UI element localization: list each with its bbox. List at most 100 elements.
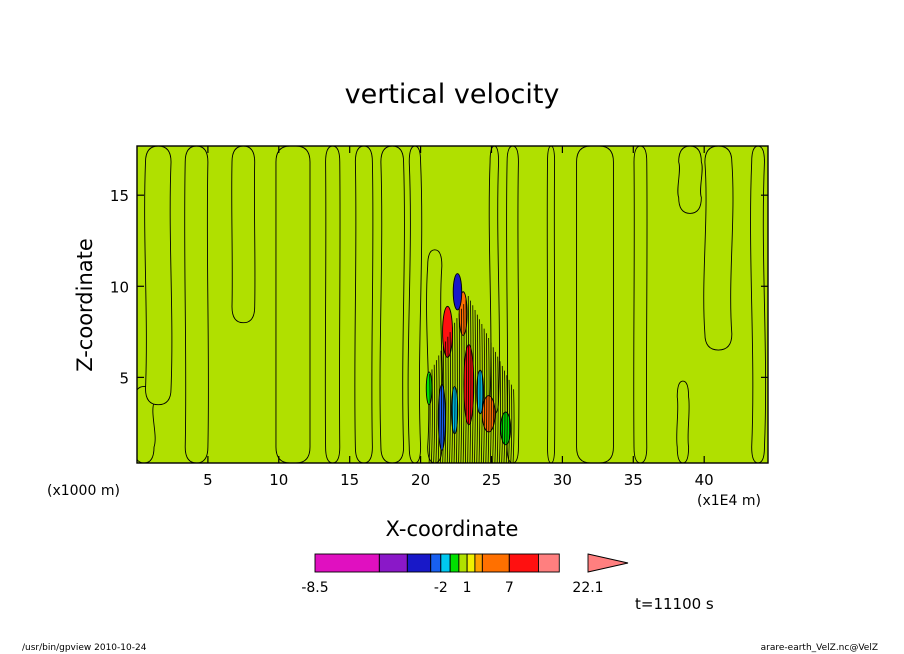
footer-right: arare-earth_VelZ.nc@VelZ [761,643,878,653]
core-contour [465,299,467,463]
storm-cell [442,305,453,358]
x-axis-label: X-coordinate [386,517,519,541]
time-label: t=11100 s [635,595,714,613]
positive-band [144,146,173,406]
positive-band [506,146,520,463]
positive-band [184,146,209,463]
colorbar-labels: -8.5 -2 1 7 22.1 [301,580,603,596]
colorbar-label: 7 [505,580,514,596]
core-contour [508,379,510,463]
x-tick-label: 30 [553,471,572,489]
core-contour [494,351,497,463]
positive-band [546,146,556,463]
positive-band [576,146,614,463]
colorbar-swatch [430,553,442,573]
positive-band [354,146,374,463]
x-tick-label: 40 [695,471,714,489]
core-contour [460,308,463,463]
positive-band [677,146,703,214]
core-contour [471,305,474,463]
x-tick-label: 10 [269,471,288,489]
x-tick-multiplier: (x1E4 m) [697,493,761,509]
core-contour [485,333,488,463]
x-tick-label: 20 [411,471,430,489]
core-contour [437,355,440,463]
y-axis-ticks: 5 10 15 [110,187,768,387]
x-unit-label: (x1000 m) [47,483,120,499]
core-contour [489,342,492,463]
colorbar-swatch [314,553,380,573]
colorbar-label: -2 [434,580,448,596]
x-tick-label: 5 [203,471,213,489]
positive-band [379,146,405,463]
core-contour [453,322,456,463]
colorbar-swatch [466,553,476,573]
x-tick-label: 25 [482,471,501,489]
core-contour [476,314,479,463]
colorbar-swatch [378,553,408,573]
core-contour [510,384,513,463]
velocity-field [137,146,768,463]
core-contour [458,313,461,463]
core-contour [428,374,431,463]
core-contour [503,370,506,463]
positive-band [633,146,648,463]
positive-band [407,146,423,463]
positive-band [750,146,767,463]
core-contour [478,319,481,463]
core-contour [501,365,504,463]
y-tick-label: 15 [110,187,129,205]
storm-cell [425,371,433,406]
core-contour [449,332,451,463]
y-tick-label: 5 [119,369,129,387]
storm-cell [452,273,463,311]
core-contour [487,337,490,463]
core-contour [469,300,472,463]
colorbar-swatch [406,553,432,573]
positive-band [676,380,690,463]
colorbar-swatch [458,553,468,573]
footer-left: /usr/bin/gpview 2010-10-24 [22,643,147,653]
y-tick-label: 10 [110,278,129,296]
core-contour [435,360,438,463]
chart-title: vertical velocity [345,79,560,110]
core-contour [440,350,442,463]
core-contour [499,361,501,463]
colorbar-swatch [440,553,451,573]
y-axis-label: Z-coordinate [73,238,97,372]
core-contour [446,336,449,463]
x-tick-label: 15 [340,471,359,489]
core-contour [480,323,483,463]
core-contour [433,364,436,463]
colorbar-swatch [481,553,510,573]
colorbar-swatch [449,553,460,573]
core-contour [505,375,508,463]
colorbar-label: 1 [463,580,472,596]
core-contour [512,389,515,463]
positive-band [275,146,311,463]
core-contour [492,347,495,463]
storm-cell [500,411,512,446]
positive-band [231,146,256,324]
plot-area [136,145,769,464]
colorbar-swatch [474,553,483,573]
x-axis-ticks: 5 10 15 20 25 30 35 40 [203,146,714,489]
core-contour [442,346,445,463]
colorbar-swatch [508,553,539,573]
core-contour [444,341,447,463]
colorbar-label: -8.5 [301,580,328,596]
positive-band [703,146,734,351]
plot-frame [136,145,769,464]
core-contour [451,327,454,463]
core-contour [474,309,476,463]
core-contour [496,356,499,463]
core-contour [483,328,485,463]
core-contour [430,369,433,463]
core-contour [462,304,465,463]
core-contour [455,318,458,463]
colorbar [314,553,629,573]
positive-band [324,146,341,463]
x-tick-label: 35 [624,471,643,489]
colorbar-swatch [537,553,560,573]
